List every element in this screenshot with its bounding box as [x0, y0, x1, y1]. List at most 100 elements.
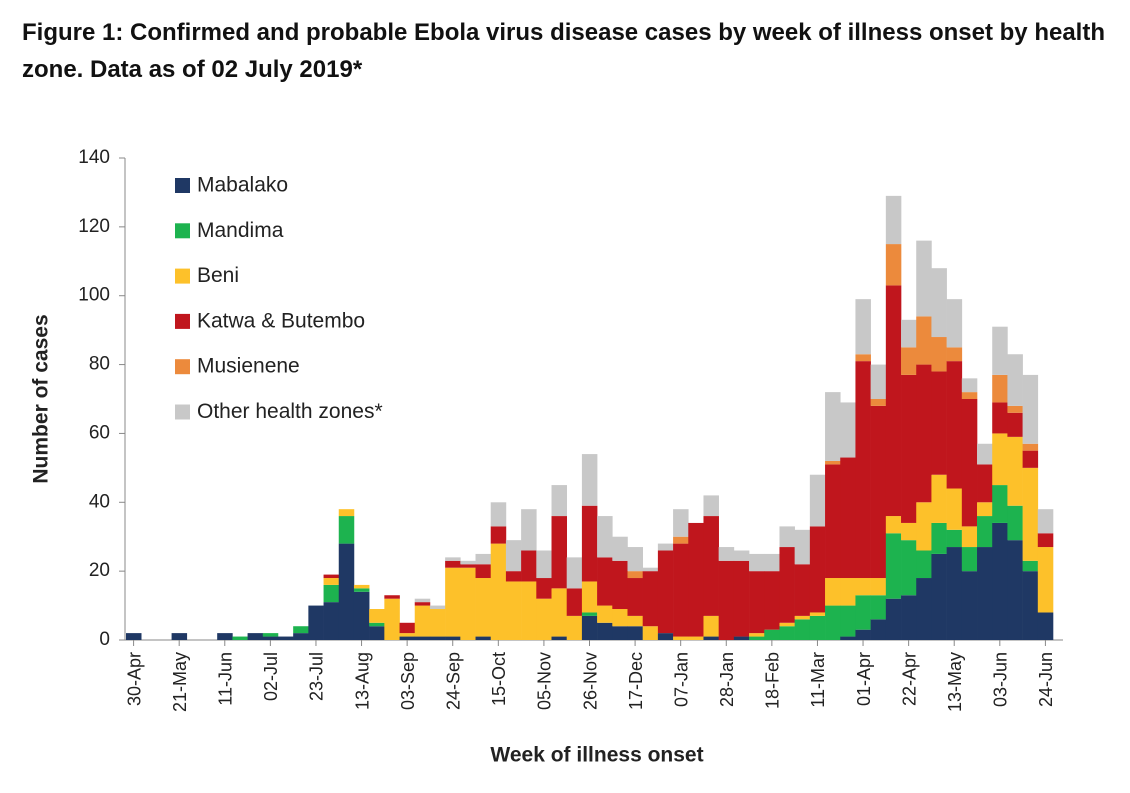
bar-segment: [384, 598, 400, 640]
bar-segment: [308, 605, 324, 640]
legend-swatch: [175, 223, 190, 239]
bar-segment: [764, 629, 780, 640]
bar-segment: [977, 464, 993, 503]
legend-label: Musienene: [197, 355, 300, 378]
x-tick-label: 07-Jan: [671, 652, 691, 707]
legend-label: Other health zones*: [197, 400, 383, 423]
bar-segment: [718, 560, 735, 640]
bar-segment: [581, 505, 598, 582]
bar-segment: [855, 629, 871, 640]
bar-segment: [961, 571, 978, 640]
x-tick-label: 22-Apr: [899, 652, 919, 706]
bar-segment: [597, 622, 613, 640]
bar-segment: [825, 460, 841, 465]
bar-segment: [855, 595, 871, 630]
bar-segment: [1007, 412, 1023, 437]
bar-segment: [262, 636, 279, 640]
bar-segment: [870, 405, 887, 579]
bar-segment: [597, 557, 613, 606]
bar-segment: [840, 578, 856, 606]
bar-segment: [597, 605, 613, 623]
bar-segment: [1037, 612, 1054, 640]
bar-segment: [536, 550, 552, 579]
bar-segment: [885, 285, 902, 517]
bar-segment: [429, 636, 446, 640]
bar-segment: [703, 636, 719, 640]
bar-segment: [399, 622, 416, 634]
bar-segment: [779, 622, 795, 627]
bar-segment: [460, 567, 476, 640]
bar-segment: [414, 602, 431, 606]
bar-segment: [992, 374, 1008, 403]
bar-segment: [855, 578, 871, 596]
legend-swatch: [175, 268, 190, 284]
bar-segment: [901, 374, 917, 523]
bar-segment: [688, 522, 704, 637]
bar-segment: [901, 319, 917, 348]
bar-segment: [901, 595, 917, 640]
bar-segment: [384, 595, 400, 599]
bar-segment: [809, 612, 826, 616]
bar-segment: [718, 547, 735, 561]
bar-segment: [612, 609, 628, 627]
bar-segment: [825, 464, 841, 579]
bar-segment: [673, 543, 689, 637]
x-tick-label: 15-Oct: [489, 652, 509, 706]
bar-segment: [338, 509, 355, 517]
y-tick-label: 140: [78, 147, 110, 168]
bar-segment: [581, 612, 598, 616]
bar-segment: [901, 540, 917, 596]
bar-segment: [764, 553, 780, 572]
bar-segment: [262, 633, 279, 637]
bar-segment: [232, 636, 248, 640]
bar-segment: [369, 626, 385, 640]
x-tick-label: 11-Jun: [216, 652, 236, 706]
bar-segment: [825, 605, 841, 640]
bar-segment: [551, 516, 568, 589]
bar-segment: [931, 337, 947, 372]
bar-segment: [460, 564, 476, 568]
bar-segment: [521, 550, 537, 582]
bar-segment: [627, 626, 643, 640]
x-tick-label: 24-Sep: [443, 652, 463, 710]
bar-segment: [916, 364, 932, 503]
bar-segment: [992, 485, 1008, 523]
bar-segment: [992, 522, 1008, 640]
bar-segment: [1022, 571, 1039, 640]
bar-segment: [779, 526, 795, 548]
bar-segment: [961, 392, 978, 399]
bar-segment: [490, 526, 507, 544]
x-tick-label: 23-Jul: [307, 652, 327, 701]
bar-segment: [946, 361, 963, 489]
bar-segment: [840, 402, 856, 458]
bar-segment: [931, 553, 947, 640]
bar-segment: [901, 522, 917, 541]
x-tick-label: 03-Sep: [398, 652, 418, 710]
y-tick-label: 80: [89, 354, 110, 375]
bar-segment: [612, 536, 628, 561]
y-tick-label: 0: [99, 629, 110, 650]
bar-segment: [566, 588, 583, 616]
bar-segment: [1022, 450, 1039, 468]
x-tick-label: 11-Mar: [808, 652, 828, 708]
bar-segment: [749, 633, 765, 637]
x-tick-label: 18-Feb: [763, 652, 783, 709]
bar-segment: [840, 605, 856, 637]
x-tick-label: 30-Apr: [124, 652, 144, 706]
bar-segment: [870, 578, 887, 596]
bar-segment: [399, 633, 416, 637]
bar-segment: [475, 636, 492, 640]
bar-segment: [870, 619, 887, 640]
bar-segment: [369, 622, 385, 627]
bar-segment: [946, 299, 963, 348]
bar-segment: [126, 633, 142, 640]
bar-segment: [931, 268, 947, 338]
bar-segment: [581, 454, 598, 506]
x-tick-label: 17-Dec: [626, 652, 646, 710]
x-tick-label: 28-Jan: [717, 652, 737, 707]
bar-segment: [916, 578, 932, 640]
bar-segment: [475, 553, 492, 565]
bar-segment: [566, 557, 583, 589]
bar-segment: [627, 547, 643, 572]
bar-segment: [931, 522, 947, 554]
